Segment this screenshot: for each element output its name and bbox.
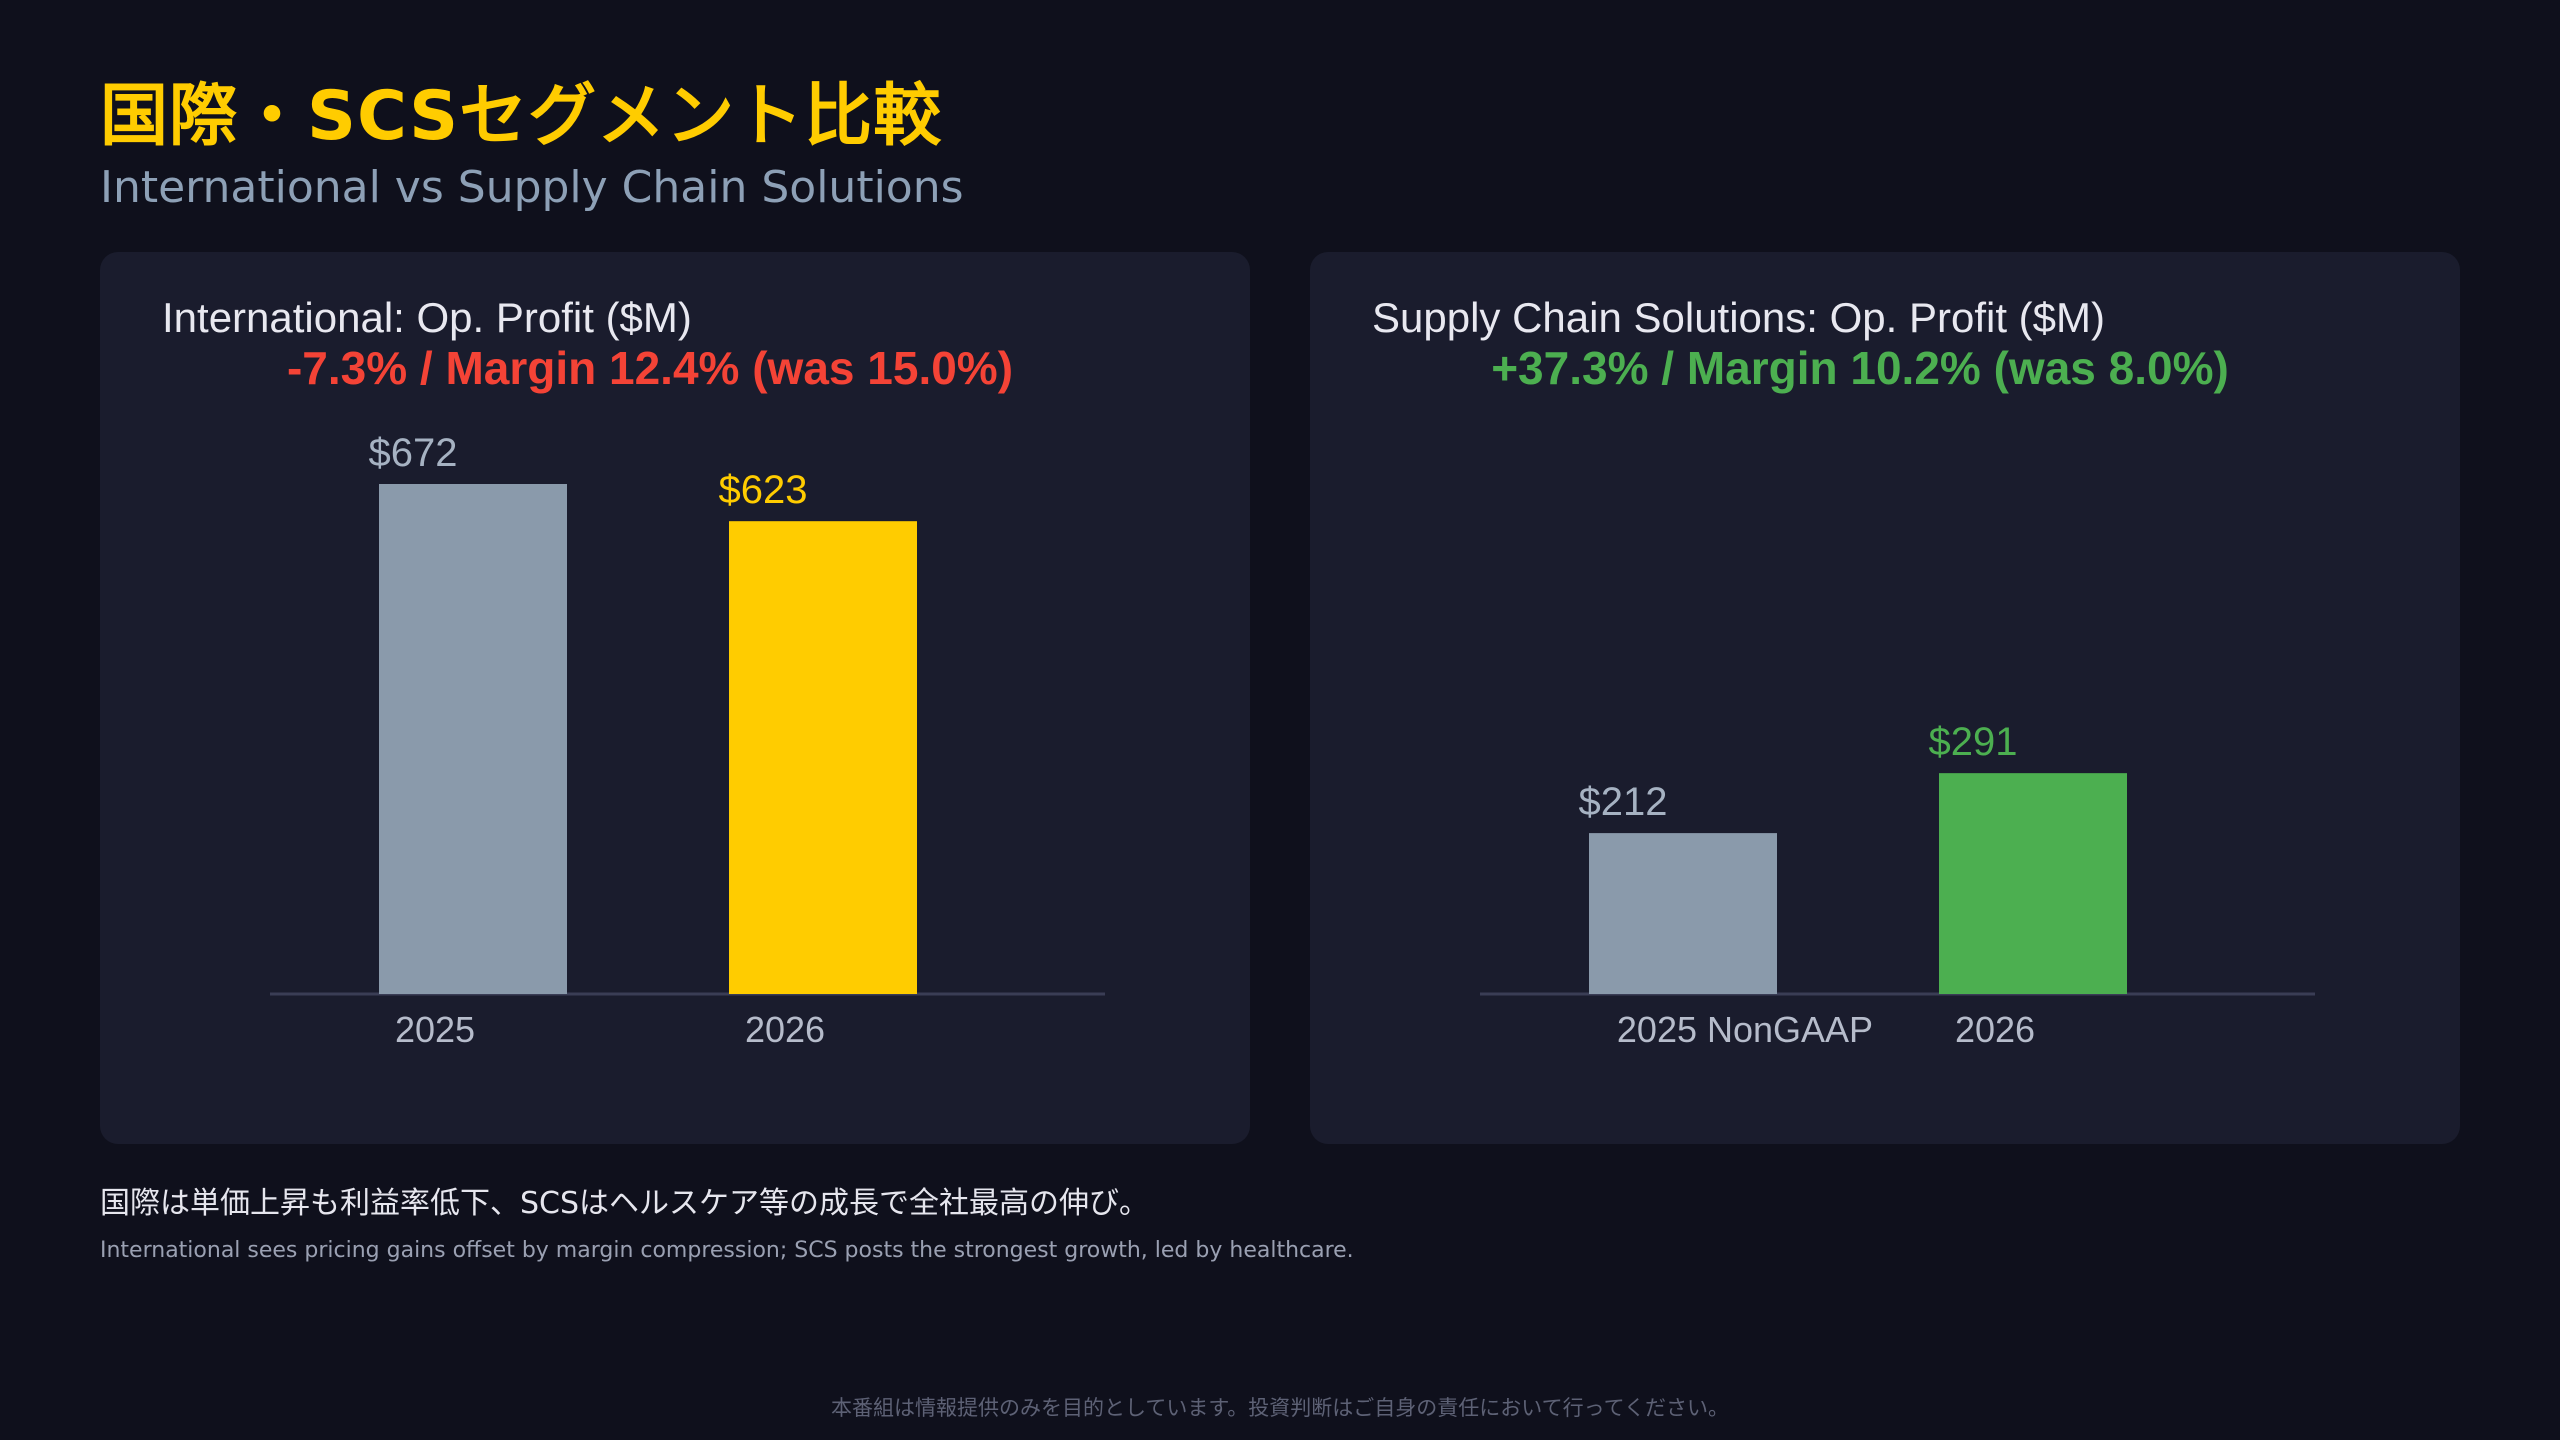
scs-value-label: $212 (1579, 780, 1668, 824)
international-tick-label: 2025 (395, 1009, 475, 1050)
international-value-label: $672 (369, 431, 458, 475)
scs-tick-label: 2025 NonGAAP (1617, 1009, 1873, 1050)
scs-chart-title: Supply Chain Solutions: Op. Profit ($M) (1372, 294, 2105, 341)
international-bar-2025 (379, 484, 567, 994)
international-bar-2026 (729, 521, 917, 994)
international-value-label: $623 (719, 468, 808, 512)
scs-bar-2026 (1939, 773, 2127, 994)
page-title: 国際・SCSセグメント比較 (100, 77, 943, 156)
page-subtitle: International vs Supply Chain Solutions (100, 162, 964, 213)
scs-chart-subtitle: +37.3% / Margin 10.2% (was 8.0%) (1491, 342, 2229, 394)
scs-chart-panel: Supply Chain Solutions: Op. Profit ($M) +… (1310, 252, 2460, 1144)
scs-bar-2025-nongaap (1589, 833, 1777, 994)
international-chart-panel: International: Op. Profit ($M) -7.3% / Ma… (100, 252, 1250, 1144)
international-chart-title: International: Op. Profit ($M) (162, 294, 692, 341)
international-chart-subtitle: -7.3% / Margin 12.4% (was 15.0%) (287, 342, 1013, 394)
international-chart: International: Op. Profit ($M)-7.3% / Ma… (162, 294, 1105, 1050)
scs-chart: Supply Chain Solutions: Op. Profit ($M)+… (1372, 294, 2315, 1050)
scs-tick-label: 2026 (1955, 1009, 2035, 1050)
takeaway-japanese: 国際は単価上昇も利益率低下、SCSはヘルスケア等の成長で全社最高の伸び。 (100, 1186, 1150, 1221)
disclaimer: 本番組は情報提供のみを目的としています。投資判断はご自身の責任において行ってくだ… (831, 1396, 1729, 1420)
international-tick-label: 2026 (745, 1009, 825, 1050)
scs-value-label: $291 (1929, 720, 2018, 764)
takeaway-english: International sees pricing gains offset … (100, 1238, 1354, 1263)
